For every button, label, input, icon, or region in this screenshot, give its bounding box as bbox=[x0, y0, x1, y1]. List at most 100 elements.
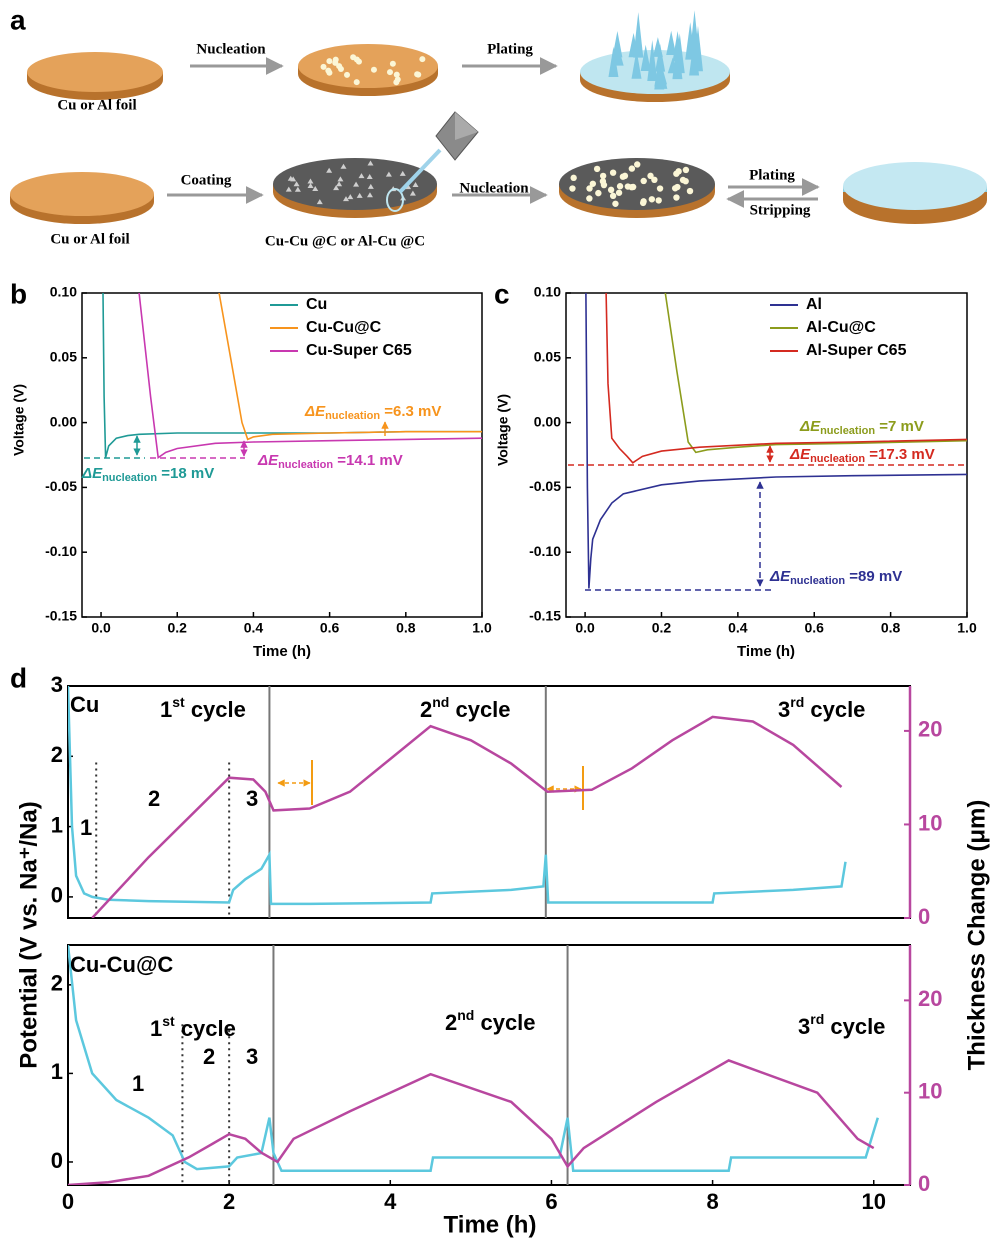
nucleus bbox=[595, 189, 602, 197]
y-tick-label: 0.05 bbox=[534, 349, 561, 365]
legend-label: Al-Cu@C bbox=[806, 319, 876, 336]
x-tick-label: 0 bbox=[62, 1189, 74, 1214]
legend-label: Al bbox=[806, 296, 822, 313]
step-label: Nucleation bbox=[196, 41, 266, 57]
dendrite bbox=[692, 25, 703, 72]
nucleus bbox=[615, 189, 623, 196]
nucleus bbox=[353, 79, 360, 86]
dendrite bbox=[612, 31, 623, 58]
y-tick-label: -0.15 bbox=[529, 608, 561, 624]
plot-frame bbox=[81, 292, 483, 618]
x-tick-label: 6 bbox=[545, 1189, 557, 1214]
nucleus bbox=[326, 58, 333, 65]
annotation-part: nucleation bbox=[820, 425, 875, 437]
y-tick-label: 0.10 bbox=[534, 284, 561, 300]
annotation-part: ΔE bbox=[81, 465, 103, 482]
nucleus bbox=[393, 71, 400, 78]
coated-disc bbox=[273, 111, 479, 218]
x-axis-label: Time (h) bbox=[444, 1211, 537, 1238]
particle bbox=[366, 192, 373, 198]
dendrite bbox=[666, 30, 677, 55]
annotation-part: ΔE bbox=[799, 418, 821, 435]
nucleus bbox=[350, 54, 357, 61]
annotation-guides bbox=[84, 421, 967, 810]
x-tick-label: 0.6 bbox=[805, 620, 825, 636]
annotation-part: nucleation bbox=[102, 472, 157, 484]
particle bbox=[333, 185, 340, 191]
annotation: 1 bbox=[80, 815, 92, 840]
annotation: 2nd cycle bbox=[445, 1007, 536, 1035]
y-tick-label: -0.10 bbox=[45, 543, 77, 559]
y-tick-label: -0.15 bbox=[45, 608, 77, 624]
nucleus bbox=[326, 69, 333, 76]
particle bbox=[343, 196, 350, 202]
step-label: Plating bbox=[749, 167, 795, 183]
annotation-part: 2 bbox=[445, 1010, 457, 1035]
nucleus bbox=[634, 161, 641, 168]
foil-disc bbox=[27, 52, 163, 100]
nucleus bbox=[647, 172, 654, 180]
annotation-part: rd bbox=[790, 694, 804, 710]
y2-tick-label: 10 bbox=[918, 810, 942, 835]
x-tick-label: 1.0 bbox=[472, 620, 492, 636]
y-tick-label: 3 bbox=[51, 672, 63, 697]
annotation-part: 1 bbox=[80, 815, 92, 840]
x-tick-label: 0.6 bbox=[320, 620, 340, 636]
annotation-part: =7 mV bbox=[875, 418, 924, 435]
annotation: ΔEnucleation =18 mV bbox=[81, 465, 214, 484]
chart: 0.10 0.05 0.00 -0.05 -0.10 -0.15 0.0 0.2 0.4 0.6 0… bbox=[10, 278, 492, 660]
annotation-part: =6.3 mV bbox=[380, 403, 441, 420]
nucleus bbox=[673, 170, 680, 177]
nucleus bbox=[586, 195, 593, 202]
nucleus bbox=[394, 76, 401, 83]
annotation-part: nucleation bbox=[810, 453, 865, 465]
particle bbox=[312, 186, 319, 192]
x-tick-label: 10 bbox=[861, 1189, 885, 1214]
legend-label: Cu-Super C65 bbox=[306, 342, 412, 359]
nucleus bbox=[586, 185, 593, 192]
nucleus bbox=[621, 172, 629, 180]
annotation-part: nucleation bbox=[325, 410, 380, 422]
annotation-part: cycle bbox=[185, 697, 246, 722]
x-tick-label: 0.8 bbox=[881, 620, 901, 636]
annotation: 1 bbox=[132, 1071, 144, 1096]
particle bbox=[366, 173, 373, 179]
x-tick-label: 0.0 bbox=[91, 620, 111, 636]
annotation-part: 2 bbox=[203, 1044, 215, 1069]
dendrite bbox=[667, 57, 678, 74]
annotation: 2nd cycle bbox=[420, 694, 511, 722]
x-tick-label: 8 bbox=[706, 1189, 718, 1214]
series-line bbox=[664, 293, 967, 454]
y-tick-label: 2 bbox=[51, 971, 63, 996]
annotation-part: ΔE bbox=[789, 446, 811, 463]
y2-tick-label: 20 bbox=[918, 986, 942, 1011]
nucleus bbox=[679, 176, 687, 184]
annotation: 2 bbox=[203, 1044, 215, 1069]
annotation-part: 1 bbox=[132, 1071, 144, 1096]
panel-label: b bbox=[10, 278, 27, 309]
annotation: 2 bbox=[148, 786, 160, 811]
series-line bbox=[585, 293, 967, 589]
particle bbox=[347, 194, 354, 200]
nucleus bbox=[419, 56, 426, 63]
nucleus bbox=[337, 66, 344, 73]
nucleus bbox=[616, 183, 624, 190]
annotation-part: ΔE bbox=[304, 403, 326, 420]
plot-frame bbox=[565, 292, 968, 618]
nucleus bbox=[674, 183, 681, 191]
particle bbox=[326, 167, 333, 173]
step-label: Plating bbox=[487, 41, 533, 57]
y2-tick-label: 10 bbox=[918, 1079, 942, 1104]
y-tick-label: 0.00 bbox=[534, 413, 561, 429]
series-line bbox=[68, 1059, 875, 1185]
annotation-part: rd bbox=[810, 1011, 824, 1027]
nucleus bbox=[624, 183, 632, 190]
particle bbox=[293, 181, 300, 187]
dendrite bbox=[657, 68, 668, 89]
annotation: ΔEnucleation =6.3 mV bbox=[304, 403, 441, 422]
x-tick-label: 4 bbox=[384, 1189, 397, 1214]
chart: 0 1 2 3 0 10 20 d Cu Potential (V vs. Na⁺/Na) Thic… bbox=[10, 662, 990, 1070]
series-line bbox=[605, 293, 967, 464]
